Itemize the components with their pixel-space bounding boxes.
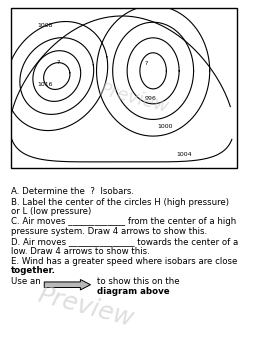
Text: 996: 996 — [145, 96, 157, 101]
Text: ?: ? — [144, 61, 148, 66]
Text: A. Determine the  ?  Isobars.: A. Determine the ? Isobars. — [11, 187, 134, 196]
Text: Preview: Preview — [97, 81, 170, 117]
Text: to show this on the: to show this on the — [97, 277, 182, 286]
Text: Use an: Use an — [11, 277, 41, 286]
Bar — [11, 8, 237, 168]
Text: 1004: 1004 — [177, 152, 192, 157]
Text: ?: ? — [56, 60, 60, 65]
Text: low. Draw 4 arrows to show this.: low. Draw 4 arrows to show this. — [11, 246, 150, 256]
Text: D. Air moves _______________ towards the center of a: D. Air moves _______________ towards the… — [11, 237, 238, 246]
Text: or L (low pressure): or L (low pressure) — [11, 207, 91, 216]
Text: 1000: 1000 — [157, 124, 173, 129]
Polygon shape — [44, 280, 90, 290]
Text: E. Wind has a greater speed where isobars are close: E. Wind has a greater speed where isobar… — [11, 257, 237, 266]
Text: C. Air moves _____________ from the center of a high: C. Air moves _____________ from the cent… — [11, 217, 236, 226]
Text: 1008: 1008 — [37, 23, 52, 28]
Text: Preview: Preview — [35, 282, 136, 331]
Text: pressure system. Draw 4 arrows to show this.: pressure system. Draw 4 arrows to show t… — [11, 227, 207, 236]
Text: 1016: 1016 — [37, 82, 52, 87]
Text: together.: together. — [11, 266, 56, 275]
Bar — [11, 8, 237, 168]
Text: diagram above: diagram above — [97, 287, 169, 296]
Text: B. Label the center of the circles H (high pressure): B. Label the center of the circles H (hi… — [11, 197, 229, 206]
